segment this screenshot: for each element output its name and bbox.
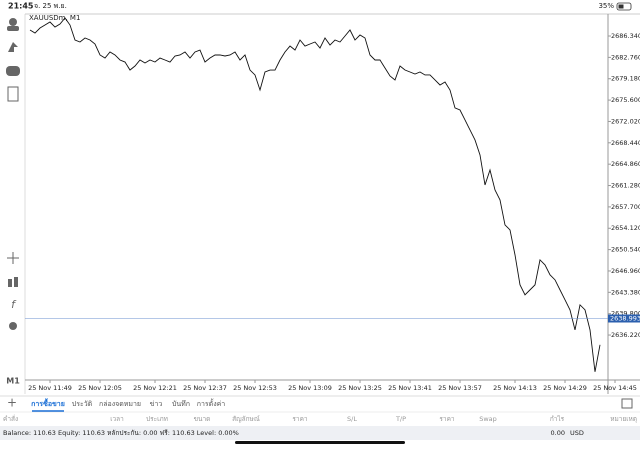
objects-icon[interactable]	[9, 322, 17, 330]
y-tick-label: 2639.800	[611, 310, 640, 318]
x-tick-label: 25 Nov 13:57	[438, 384, 482, 392]
function-icon[interactable]: f	[11, 298, 17, 311]
y-tick-label: 2654.120	[611, 224, 640, 232]
x-tick-label: 25 Nov 12:37	[183, 384, 227, 392]
x-tick-label: 25 Nov 12:21	[133, 384, 177, 392]
y-tick-label: 2682.760	[611, 53, 640, 61]
layout-icon[interactable]	[621, 398, 633, 409]
x-tick-label: 25 Nov 14:13	[493, 384, 537, 392]
left-toolbar: f	[6, 18, 20, 330]
status-date: จ. 25 พ.ย.	[34, 2, 67, 10]
column-header: เวลา	[110, 415, 124, 423]
account-icon[interactable]	[9, 18, 17, 26]
tab[interactable]: การตั้งค่า	[197, 397, 226, 408]
x-tick-label: 25 Nov 13:25	[338, 384, 382, 392]
x-tick-label: 25 Nov 11:49	[28, 384, 72, 392]
trade-icon[interactable]	[8, 42, 18, 52]
tab[interactable]: กล่องจดหมาย	[99, 400, 141, 408]
chat-icon[interactable]	[6, 66, 20, 76]
x-tick-label: 25 Nov 13:41	[388, 384, 432, 392]
chart-title: XAUUSDm, M1	[29, 14, 80, 22]
y-tick-label: 2664.860	[611, 160, 640, 168]
column-header: ประเภท	[146, 415, 168, 423]
y-tick-label: 2636.220	[611, 331, 640, 339]
tab[interactable]: บันทึก	[172, 399, 190, 408]
y-tick-label: 2650.540	[611, 246, 640, 254]
tab-bar	[0, 396, 640, 412]
column-header: Swap	[479, 415, 497, 423]
column-header: ขนาด	[194, 415, 211, 423]
x-tick-label: 25 Nov 14:45	[593, 384, 637, 392]
battery-level: 35%	[598, 2, 614, 10]
y-tick-label: 2657.700	[611, 203, 640, 211]
tab[interactable]: ประวัติ	[72, 400, 93, 408]
y-tick-label: 2646.960	[611, 267, 640, 275]
column-header: S/L	[347, 415, 357, 423]
home-indicator	[235, 441, 405, 444]
doc-icon[interactable]	[7, 86, 19, 102]
y-tick-label: 2686.340	[611, 32, 640, 40]
y-tick-label: 2661.280	[611, 182, 640, 190]
battery-icon	[616, 2, 632, 11]
column-header: หมายเหตุ	[610, 415, 637, 423]
y-tick-label: 2668.440	[611, 139, 640, 147]
indicator-icon[interactable]	[8, 279, 12, 287]
profit-total: 0.00	[551, 429, 565, 437]
column-header: คำสั่ง	[3, 414, 18, 423]
y-tick-label: 2672.020	[611, 117, 640, 125]
currency: USD	[570, 429, 584, 437]
price-line	[29, 17, 601, 372]
column-header: ราคา	[439, 415, 454, 423]
y-tick-label: 2679.180	[611, 75, 640, 83]
y-tick-label: 2643.380	[611, 288, 640, 296]
balance-bar	[0, 426, 640, 440]
tab[interactable]: ข่าว	[150, 400, 163, 408]
timeframe-button[interactable]: M1	[6, 377, 20, 386]
add-button[interactable]: +	[7, 396, 17, 410]
column-header: กำไร	[550, 415, 565, 423]
current-price-label: 2638.993	[610, 314, 640, 322]
column-header: T/P	[395, 415, 406, 423]
crosshair-icon[interactable]	[7, 252, 19, 264]
column-header: สัญลักษณ์	[232, 415, 260, 423]
y-tick-label: 2675.600	[611, 96, 640, 104]
account-icon-body[interactable]	[7, 26, 19, 31]
balance-summary: Balance: 110.63 Equity: 110.63 หลักประกั…	[3, 429, 239, 437]
x-tick-label: 25 Nov 12:05	[78, 384, 122, 392]
current-price-box	[608, 314, 640, 323]
tab[interactable]: การซื้อขาย	[31, 397, 65, 408]
indicator-icon-bar[interactable]	[14, 277, 18, 287]
column-header: ราคา	[292, 415, 307, 423]
status-time: 21:45	[8, 2, 34, 11]
x-tick-label: 25 Nov 12:53	[233, 384, 277, 392]
battery-fill	[618, 4, 624, 9]
x-tick-label: 25 Nov 13:09	[288, 384, 332, 392]
x-tick-label: 25 Nov 14:29	[543, 384, 587, 392]
